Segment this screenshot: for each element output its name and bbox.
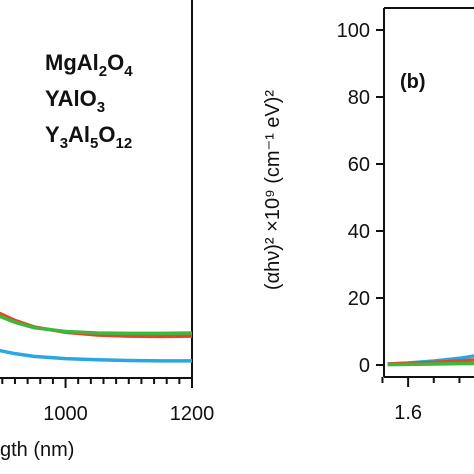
x-tick-label: 1200 — [170, 403, 215, 425]
legend-text-run: YAlO — [45, 86, 97, 111]
y-tick-label: 0 — [359, 355, 370, 377]
legend-entry: YAlO3 — [45, 86, 105, 116]
legend-entry: MgAl2O4 — [45, 50, 133, 80]
legend-text-run: O — [107, 50, 124, 75]
legend-text-run: MgAl — [45, 50, 99, 75]
legend-text-run: O — [98, 122, 115, 147]
y-tick-label: 40 — [348, 221, 370, 243]
y-tick-label: 100 — [337, 20, 370, 42]
x-tick-label: 1000 — [43, 403, 88, 425]
y-tick-label: 80 — [348, 87, 370, 109]
x-axis-label: gth (nm) — [0, 439, 74, 461]
line — [0, 314, 193, 336]
legend-text-run: Al — [68, 122, 90, 147]
legend-text-run: 12 — [116, 135, 133, 152]
legend-text-run: 3 — [97, 99, 105, 116]
annotation: (b) — [400, 71, 426, 93]
legend-entry: Y3Al5O12 — [45, 122, 132, 152]
legend-text-run: Y — [45, 122, 60, 147]
legend-text-run: 3 — [60, 135, 68, 152]
y-axis-label: (αhν)² ×10⁹ (cm⁻¹ eV)² — [262, 90, 284, 290]
legend-text-run: 5 — [90, 135, 98, 152]
line — [387, 361, 474, 367]
x-tick-label: 1.6 — [394, 402, 422, 424]
legend-text-run: 4 — [124, 63, 133, 80]
y-tick-label: 60 — [348, 154, 370, 176]
y-tick-label: 20 — [348, 288, 370, 310]
line — [0, 348, 192, 363]
legend-text-run: 2 — [99, 63, 107, 80]
